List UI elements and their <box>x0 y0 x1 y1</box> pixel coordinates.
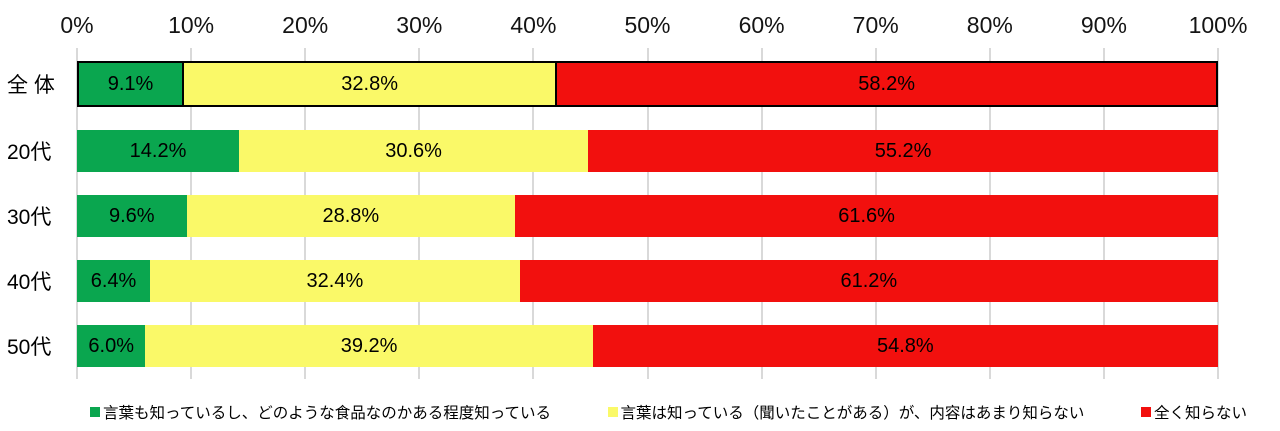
axis-tick-label: 20% <box>282 12 329 38</box>
gridline <box>1217 48 1219 379</box>
axis-tick-label: 90% <box>1080 12 1127 38</box>
stacked-bar: 6.4% 32.4% 61.2% <box>77 260 1219 302</box>
bar-rows: 全 体 9.1% 32.8% 58.2% 20代 14.2% 30.6% 55.2% 30代 9.… <box>7 48 1219 367</box>
x-axis-top: 0% 10% 20% 30% 40% 50% 60% 70% 80% 90% 100% <box>60 8 1247 46</box>
segment-value-label: 32.8% <box>341 72 398 95</box>
category-label: 全 体 <box>7 74 55 97</box>
legend-item: 言葉は知っている（聞いたことがある）が、内容はあまり知らない <box>607 401 1085 423</box>
bar-segment: 6.0% <box>77 325 146 367</box>
segment-value-label: 14.2% <box>129 139 187 162</box>
legend-swatch-icon <box>1140 407 1151 417</box>
segment-value-label: 30.6% <box>385 139 442 162</box>
segment-value-label: 58.2% <box>858 72 915 95</box>
plot-area: 全 体 9.1% 32.8% 58.2% 20代 14.2% 30.6% 55.2% 30代 9.… <box>7 48 1219 379</box>
category-label: 20代 <box>7 141 52 164</box>
segment-value-label: 61.2% <box>840 269 898 292</box>
axis-tick-label: 10% <box>168 12 215 38</box>
legend: 言葉も知っているし、どのような食品なのかある程度知っている 言葉は知っている（聞い… <box>90 401 1247 423</box>
bar-segment: 61.6% <box>515 195 1218 237</box>
bar-segment: 32.8% <box>182 61 556 107</box>
bar-segment: 9.1% <box>77 61 182 107</box>
segment-value-label: 6.4% <box>90 269 137 292</box>
bar-row: 全 体 9.1% 32.8% 58.2% <box>7 61 1218 107</box>
axis-tick-label: 100% <box>1188 12 1248 38</box>
bar-segment: 61.2% <box>519 260 1219 302</box>
segment-value-label: 28.8% <box>322 204 380 227</box>
segment-value-label: 55.2% <box>874 139 932 162</box>
segment-value-label: 32.4% <box>306 269 364 292</box>
stacked-bar: 9.6% 28.8% 61.6% <box>77 195 1218 237</box>
bar-segment: 54.8% <box>592 325 1218 367</box>
axis-tick-label: 40% <box>510 12 557 38</box>
stacked-bar: 6.0% 39.2% 54.8% <box>77 325 1218 367</box>
axis-tick-label: 50% <box>624 12 671 38</box>
legend-swatch-icon <box>90 407 100 417</box>
bar-segment: 14.2% <box>77 130 240 172</box>
bar-segment: 39.2% <box>145 325 593 367</box>
segment-value-label: 9.1% <box>107 72 154 95</box>
bar-segment: 55.2% <box>588 130 1218 172</box>
axis-tick-label: 60% <box>738 12 785 38</box>
legend-label: 言葉も知っているし、どのような食品なのかある程度知っている <box>103 405 551 422</box>
stacked-bar: 9.1% 32.8% 58.2% <box>77 61 1218 107</box>
bar-segment: 32.4% <box>150 260 520 302</box>
bar-row: 50代 6.0% 39.2% 54.8% <box>7 325 1218 367</box>
segment-value-label: 39.2% <box>340 334 398 357</box>
bar-segment: 6.4% <box>77 260 151 302</box>
legend-swatch-icon <box>607 407 618 417</box>
category-label: 40代 <box>7 271 52 294</box>
bar-row: 40代 6.4% 32.4% 61.2% <box>7 260 1219 302</box>
segment-value-label: 6.0% <box>88 334 135 357</box>
bar-segment: 58.2% <box>555 61 1218 107</box>
category-label: 30代 <box>7 206 52 229</box>
axis-tick-label: 0% <box>60 12 94 38</box>
segment-value-label: 61.6% <box>838 204 895 227</box>
legend-item: 言葉も知っているし、どのような食品なのかある程度知っている <box>90 401 551 423</box>
bar-segment: 9.6% <box>77 195 187 237</box>
axis-tick-label: 30% <box>396 12 443 38</box>
legend-label: 言葉は知っている（聞いたことがある）が、内容はあまり知らない <box>620 405 1085 422</box>
axis-tick-label: 80% <box>966 12 1013 38</box>
category-label: 50代 <box>7 336 52 359</box>
legend-item: 全く知らない <box>1140 401 1247 423</box>
stacked-bar: 14.2% 30.6% 55.2% <box>77 130 1218 172</box>
bar-segment: 28.8% <box>186 195 516 237</box>
legend-label: 全く知らない <box>1153 405 1247 422</box>
bar-segment: 30.6% <box>239 130 589 172</box>
axis-tick-label: 70% <box>852 12 899 38</box>
segment-value-label: 9.6% <box>108 204 155 227</box>
segment-value-label: 54.8% <box>876 334 934 357</box>
bar-row: 20代 14.2% 30.6% 55.2% <box>7 130 1218 172</box>
bar-row: 30代 9.6% 28.8% 61.6% <box>7 195 1218 237</box>
